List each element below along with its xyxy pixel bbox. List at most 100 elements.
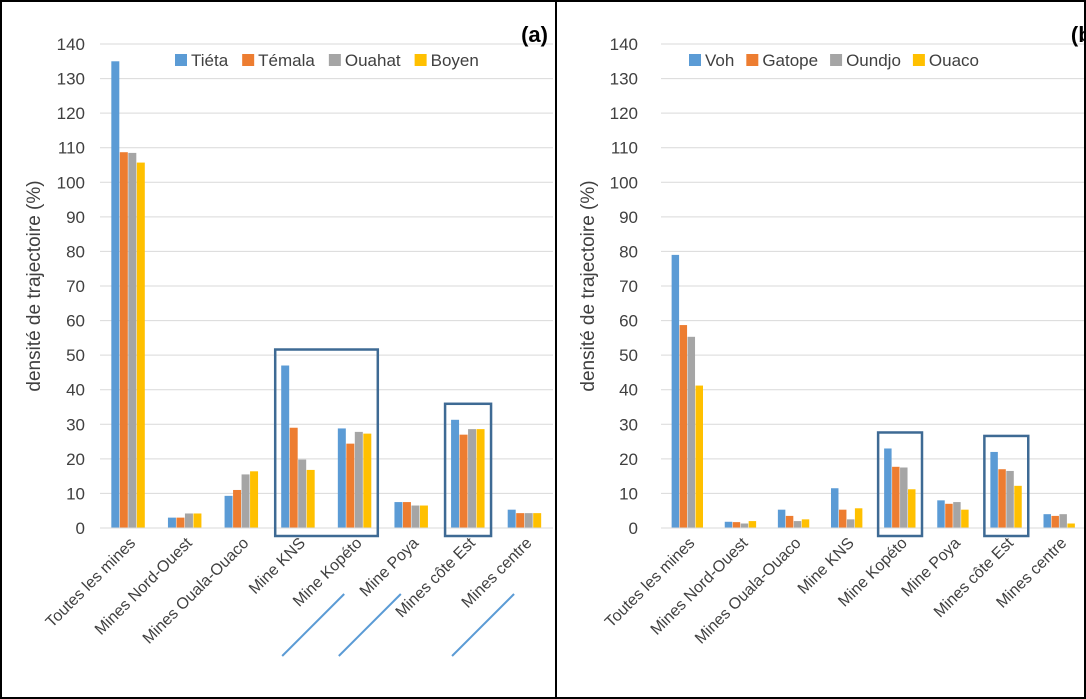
bar-oundjo xyxy=(953,502,961,528)
bar-tiéta xyxy=(451,419,460,528)
y-tick-label: 100 xyxy=(610,173,638,192)
bar-gatope xyxy=(785,515,794,528)
y-tick-label: 70 xyxy=(619,277,638,296)
legend-swatch-témala xyxy=(242,54,255,66)
bar-oundjo xyxy=(1006,470,1014,528)
chart-b-svg: 0 10 20 30 40 50 60 70 80 90 100 110 120 130 140 densit… xyxy=(578,22,1086,648)
bar-boyen xyxy=(419,505,428,528)
highlight-box xyxy=(983,434,1030,538)
bar-ouaco xyxy=(1014,485,1022,528)
legend-swatch-voh xyxy=(689,54,701,66)
bar-voh xyxy=(777,509,786,528)
bar-gatope xyxy=(998,469,1006,528)
y-tick-label: 30 xyxy=(66,415,85,434)
bar-témala xyxy=(346,443,355,528)
bar-oundjo xyxy=(846,519,855,528)
bar-boyen xyxy=(306,469,315,528)
bar-oundjo xyxy=(740,523,749,528)
bar-boyen xyxy=(136,162,145,528)
y-tick-label: 10 xyxy=(66,484,85,503)
bar-gatope xyxy=(945,503,953,528)
bar-tiéta xyxy=(281,365,290,528)
bar-ouahat xyxy=(524,513,533,528)
bar-voh xyxy=(831,488,839,528)
bar-voh xyxy=(1043,514,1051,528)
panel-label: (b) xyxy=(1071,22,1086,47)
legend-label-tiéta: Tiéta xyxy=(191,51,229,70)
bar-oundjo xyxy=(1059,514,1067,528)
y-tick-label: 120 xyxy=(57,104,85,123)
legend-label-oundjo: Oundjo xyxy=(846,51,901,70)
legend-label-boyen: Boyen xyxy=(431,51,479,70)
bar-témala xyxy=(402,502,411,528)
label-underline xyxy=(451,593,515,657)
bar-ouaco xyxy=(748,521,757,528)
y-tick-label: 100 xyxy=(57,173,85,192)
legend-label-voh: Voh xyxy=(705,51,734,70)
x-tick-label: Mines Ouala-Ouaco xyxy=(140,535,253,648)
y-tick-label: 110 xyxy=(58,139,85,158)
legend-swatch-oundjo xyxy=(830,54,843,66)
panel-label: (a) xyxy=(521,22,548,47)
legend-label-témala: Témala xyxy=(258,51,315,70)
bar-oundjo xyxy=(900,467,908,528)
legend-swatch-boyen xyxy=(414,54,427,66)
y-tick-label: 130 xyxy=(610,70,638,89)
bar-ouaco xyxy=(1067,523,1075,528)
bar-tiéta xyxy=(337,428,346,528)
bar-gatope xyxy=(679,325,688,528)
bar-voh xyxy=(724,521,733,528)
legend-label-ouaco: Ouaco xyxy=(929,51,979,70)
bar-gatope xyxy=(1051,515,1059,528)
x-tick-label: Toutes les mines xyxy=(602,535,698,631)
highlight-box xyxy=(876,431,924,538)
bar-ouahat xyxy=(411,505,420,528)
legend-swatch-gatope xyxy=(746,54,759,66)
y-tick-label: 60 xyxy=(619,312,638,331)
bar-boyen xyxy=(250,471,259,528)
y-axis-title: densité de trajectoire (%) xyxy=(578,180,599,391)
y-tick-label: 80 xyxy=(619,242,638,261)
chart-panel-b: 0 10 20 30 40 50 60 70 80 90 100 110 120 130 140 densit… xyxy=(556,0,1086,699)
legend-swatch-ouahat xyxy=(328,54,341,66)
bar-tiéta xyxy=(394,502,403,528)
bar-gatope xyxy=(732,522,741,528)
label-underline xyxy=(281,593,345,657)
y-tick-label: 80 xyxy=(66,242,85,261)
legend-label-gatope: Gatope xyxy=(762,51,818,70)
bar-témala xyxy=(119,152,128,529)
y-tick-label: 50 xyxy=(66,346,85,365)
y-tick-label: 0 xyxy=(629,519,638,538)
y-tick-label: 50 xyxy=(619,346,638,365)
y-tick-label: 30 xyxy=(619,415,638,434)
x-tick-label: Mines Nord-Ouest xyxy=(92,534,196,638)
bar-voh xyxy=(884,448,892,528)
y-tick-label: 60 xyxy=(66,312,85,331)
y-tick-label: 110 xyxy=(611,139,638,158)
y-axis-title: densité de trajectoire (%) xyxy=(24,180,45,391)
bar-ouahat xyxy=(298,459,307,528)
legend-swatch-tiéta xyxy=(175,54,187,66)
y-tick-label: 130 xyxy=(57,70,85,89)
bar-ouahat xyxy=(241,474,250,528)
legend-swatch-ouaco xyxy=(912,54,925,66)
bar-ouahat xyxy=(354,431,363,528)
highlight-box xyxy=(273,348,380,538)
bar-oundjo xyxy=(793,521,802,528)
bar-boyen xyxy=(533,513,542,528)
x-tick-label: Mines Ouala-Ouaco xyxy=(692,535,805,648)
bar-tiéta xyxy=(224,495,233,528)
bar-tiéta xyxy=(111,61,120,529)
bar-ouaco xyxy=(854,508,863,528)
y-tick-label: 70 xyxy=(66,277,85,296)
bar-ouahat xyxy=(468,429,477,528)
bar-témala xyxy=(176,517,185,528)
bar-boyen xyxy=(363,433,372,528)
y-tick-label: 40 xyxy=(619,381,638,400)
y-tick-label: 20 xyxy=(66,450,85,469)
bar-témala xyxy=(289,427,298,528)
y-tick-label: 140 xyxy=(610,35,638,54)
y-tick-label: 20 xyxy=(619,450,638,469)
bar-tiéta xyxy=(167,517,176,528)
highlight-box xyxy=(443,402,493,538)
